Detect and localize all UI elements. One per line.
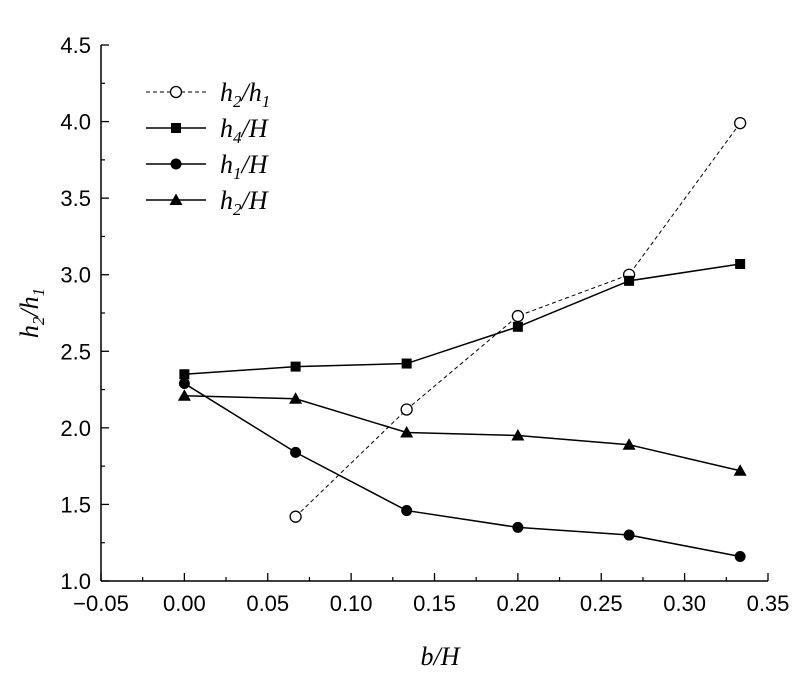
series-1 — [179, 258, 746, 380]
legend-label: h2/h1 — [220, 78, 270, 111]
y-tick-label: 2.0 — [60, 416, 91, 441]
data-point — [290, 446, 302, 458]
y-tick-label: 1.5 — [60, 492, 91, 517]
legend-item-0: h2/h1 — [146, 78, 270, 111]
legend-label-part: h — [220, 186, 233, 215]
y-tick-label: 1.0 — [60, 569, 91, 594]
data-point — [290, 361, 301, 372]
x-tick-label: 0.20 — [496, 591, 539, 616]
x-tick-label: 0.15 — [413, 591, 456, 616]
series-line — [184, 263, 741, 376]
legend-marker — [170, 158, 182, 170]
data-point — [289, 392, 303, 404]
series-2 — [178, 377, 746, 562]
series-line — [184, 394, 741, 472]
data-point — [289, 510, 302, 523]
legend-item-1: h4/H — [146, 114, 269, 147]
legend-label-part: h — [220, 150, 233, 179]
legend-label-part: h — [220, 114, 233, 143]
x-tick-label: 0.05 — [246, 591, 289, 616]
legend-label-part: 4 — [233, 128, 242, 147]
series-3 — [177, 389, 747, 476]
legend-label-part: 1 — [233, 164, 242, 183]
data-point — [400, 425, 414, 438]
x-axis-title: b/H — [421, 642, 461, 671]
data-point — [734, 116, 747, 130]
legend-item-3: h2/H — [146, 186, 269, 219]
series-line — [183, 382, 741, 558]
legend-label-part: /h — [240, 78, 262, 107]
series-0 — [289, 116, 747, 523]
data-point — [401, 505, 413, 517]
legend-label-part: h — [220, 78, 233, 107]
x-tick-label: 0.30 — [663, 591, 706, 616]
data-point — [511, 309, 525, 323]
data-point — [623, 529, 635, 541]
legend-marker — [169, 193, 183, 205]
legend-label-part: /H — [240, 186, 269, 215]
x-tick-label: 0.00 — [163, 591, 206, 616]
legend-label-part: 2 — [233, 92, 242, 111]
legend-label-part: 1 — [262, 92, 271, 111]
y-axis-title-mid: /h — [15, 296, 44, 318]
y-axis-title-h: h — [15, 325, 44, 338]
y-axis-title-sub-2: 1 — [29, 288, 48, 297]
data-point — [178, 377, 190, 389]
data-point — [177, 389, 191, 401]
y-axis-title: h2/h1 — [15, 288, 48, 338]
legend-label-part: /H — [240, 150, 269, 179]
data-point — [735, 258, 746, 269]
y-axis-title-sub-1: 2 — [29, 316, 48, 325]
y-tick-label: 3.0 — [60, 263, 91, 288]
legend-label: h4/H — [220, 114, 269, 147]
legend-label-part: /H — [240, 114, 269, 143]
legend-label-part: 2 — [233, 200, 242, 219]
data-point — [401, 358, 412, 369]
data-point — [622, 438, 636, 450]
data-point — [400, 403, 413, 416]
x-tick-label: 0.35 — [747, 591, 790, 616]
x-tick-label: −0.05 — [73, 591, 129, 616]
series-layer — [177, 116, 747, 562]
legend-marker — [171, 123, 181, 133]
data-point — [733, 464, 747, 476]
data-point — [511, 429, 525, 441]
y-tick-label: 4.5 — [60, 33, 91, 58]
data-point — [179, 369, 190, 380]
x-tick-label: 0.25 — [580, 591, 623, 616]
data-point — [512, 521, 524, 533]
axes: −0.05 0.00 0.05 0.10 0.15 0.20 0.25 0.30 0.35 1.0… — [60, 33, 789, 616]
data-point — [734, 550, 746, 562]
legend-item-2: h1/H — [146, 150, 269, 183]
y-tick-label: 2.5 — [60, 339, 91, 364]
legend-marker — [169, 85, 183, 99]
data-point — [512, 321, 523, 332]
legend-label: h1/H — [220, 150, 269, 183]
x-tick-label: 0.10 — [330, 591, 373, 616]
y-tick-label: 4.0 — [60, 110, 91, 135]
data-point — [624, 275, 635, 286]
y-tick-label: 3.5 — [60, 186, 91, 211]
legend-label: h2/H — [220, 186, 269, 219]
